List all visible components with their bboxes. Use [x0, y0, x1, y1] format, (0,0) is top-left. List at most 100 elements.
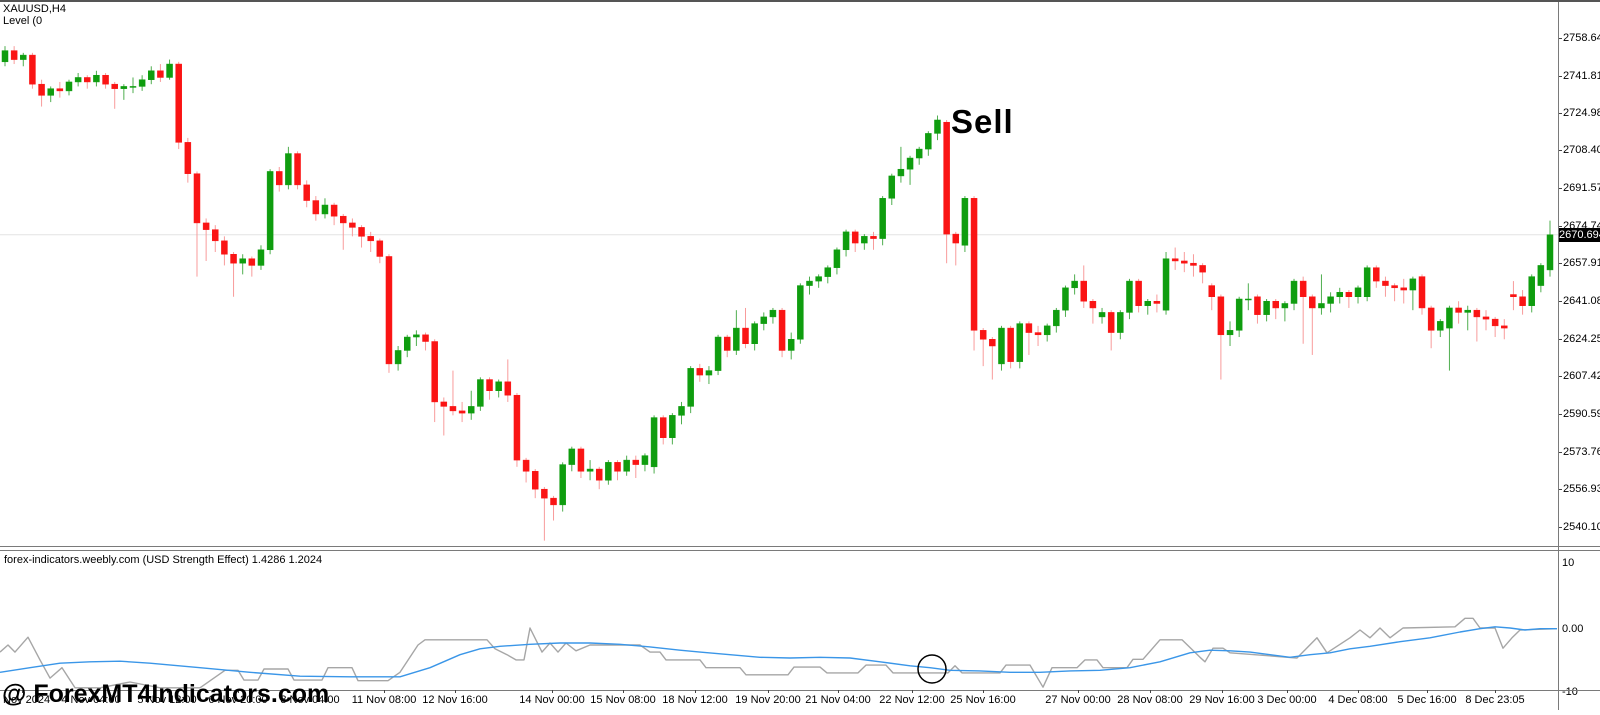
candlestick — [376, 238, 384, 264]
date-label: 11 Nov 08:00 — [351, 694, 417, 706]
date-label: 8 Dec 23:05 — [1465, 694, 1525, 706]
candlestick — [193, 171, 201, 277]
price-axis-label: 2741.810 — [1563, 69, 1600, 82]
candlestick — [38, 79, 45, 107]
circle-annotation[interactable] — [917, 654, 947, 684]
time-axis-tick — [983, 690, 984, 693]
candlestick — [632, 455, 640, 479]
candlestick — [266, 169, 274, 255]
candlestick — [47, 86, 54, 103]
price-axis-label: 2641.085 — [1563, 295, 1600, 308]
candlestick — [1080, 265, 1088, 308]
candlestick — [998, 325, 1005, 371]
overlay-indicator-label: Level (0 — [3, 15, 43, 27]
time-axis[interactable]: 1 Nov 2024 4 Nov 04:00 5 Nov 12:00 6 Nov 20… — [0, 690, 1558, 715]
candlestick — [1272, 298, 1279, 320]
date-label: 29 Nov 16:00 — [1189, 694, 1255, 706]
price-axis-tick — [1558, 489, 1562, 491]
date-label: 14 Nov 00:00 — [519, 694, 585, 706]
candlestick — [467, 390, 475, 420]
candlestick — [870, 231, 877, 250]
date-label: 4 Nov 04:00 — [61, 694, 121, 706]
axis-border — [1558, 2, 1559, 710]
candlestick — [394, 345, 402, 371]
candlestick — [1537, 263, 1545, 293]
price-axis[interactable]: 2758.640 2741.810 2724.980 2708.405 2691.575… — [1558, 0, 1600, 546]
candlestick — [1208, 283, 1215, 311]
time-axis-tick — [22, 690, 23, 693]
sell-annotation[interactable]: Sell — [951, 103, 1014, 140]
candlestick — [504, 359, 512, 402]
candlestick — [403, 334, 411, 358]
candlestick — [1107, 310, 1115, 351]
candlestick — [943, 119, 950, 264]
candlestick — [1281, 301, 1289, 322]
indicator-axis-top-label: 10 — [1562, 557, 1575, 569]
time-axis-tick — [1495, 690, 1496, 693]
candlestick — [148, 66, 155, 85]
candlestick — [1391, 283, 1398, 302]
candlestick — [1181, 252, 1188, 273]
candlestick — [303, 180, 310, 208]
candlestick — [906, 155, 914, 185]
candlestick — [595, 466, 603, 490]
time-axis-tick — [238, 690, 239, 693]
time-axis-tick — [1150, 690, 1151, 693]
candlestick — [449, 370, 457, 416]
time-axis-tick — [1078, 690, 1079, 693]
time-axis-tick — [91, 690, 92, 693]
price-axis-tick — [1558, 527, 1562, 528]
candlestick — [422, 332, 429, 351]
price-axis-tick — [1558, 263, 1562, 265]
date-label: 19 Nov 20:00 — [735, 694, 801, 706]
price-axis-tick — [1558, 75, 1562, 77]
price-axis-tick — [1558, 150, 1562, 152]
candlestick — [605, 460, 612, 485]
panel-splitter[interactable] — [0, 546, 1600, 547]
price-axis-tick — [1558, 414, 1562, 416]
candlestick — [166, 59, 173, 80]
watermark: @ ForexMT4Indicators.com — [2, 680, 330, 708]
candlestick — [989, 337, 996, 380]
candlestick — [1501, 319, 1508, 340]
candlestick-chart[interactable] — [0, 0, 1558, 546]
candlestick — [1153, 294, 1161, 313]
candlestick — [294, 151, 301, 190]
date-label: 8 Nov 04:00 — [280, 694, 340, 706]
candlestick — [586, 460, 594, 481]
candlestick — [531, 469, 539, 499]
candlestick — [1016, 321, 1024, 369]
date-label: 28 Nov 08:00 — [1117, 694, 1183, 706]
date-label: 21 Nov 04:00 — [805, 694, 871, 706]
candlestick — [851, 229, 859, 253]
candlestick — [842, 229, 850, 257]
candlestick — [787, 332, 795, 360]
candlestick — [952, 231, 960, 266]
candlestick — [1528, 274, 1535, 313]
usd-strength-indicator-panel[interactable] — [0, 551, 1558, 690]
date-label: 4 Dec 08:00 — [1328, 694, 1388, 706]
date-label: 15 Nov 08:00 — [590, 694, 656, 706]
candlestick — [1135, 278, 1142, 313]
candlestick — [385, 254, 393, 373]
candlestick — [74, 72, 82, 87]
candlestick — [248, 256, 256, 277]
candlestick — [349, 218, 356, 237]
candlestick — [1427, 305, 1435, 349]
candlestick — [861, 234, 868, 250]
candlestick — [742, 307, 749, 349]
candlestick — [184, 137, 192, 183]
candlestick — [541, 486, 548, 541]
candlestick — [458, 401, 466, 423]
candlestick — [1409, 276, 1417, 311]
time-axis-tick — [1287, 690, 1288, 693]
candlestick — [824, 265, 832, 284]
price-axis-label: 2724.980 — [1563, 107, 1600, 120]
date-label: 5 Nov 12:00 — [137, 694, 197, 706]
candlestick — [641, 453, 649, 472]
price-axis-label: 2708.405 — [1563, 144, 1600, 157]
candlestick — [577, 446, 585, 479]
candlestick — [897, 146, 905, 183]
indicator-axis-zero-label: 0.00 — [1562, 623, 1584, 635]
